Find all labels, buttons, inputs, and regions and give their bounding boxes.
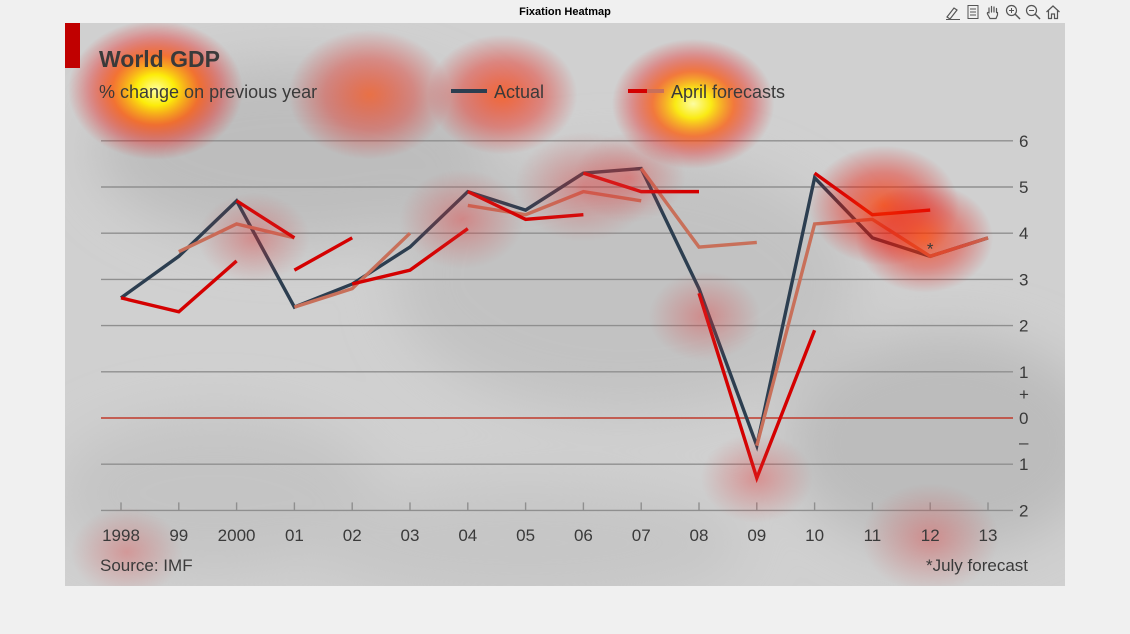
plot-toolbar [944,2,1062,22]
april-forecast-segment [120,259,238,314]
y-tick-label: 1 [1019,363,1028,382]
y-sign-plus: + [1019,385,1029,404]
insert-legend-button[interactable] [964,2,982,22]
fixation-blob [648,271,762,362]
footnote: *July forecast [926,556,1028,575]
x-tick-label: 01 [285,526,304,545]
fixation-blob [399,169,525,270]
y-sign-minus: – [1019,433,1029,452]
fixation-blob [611,38,775,169]
y-tick-label: 1 [1019,455,1028,474]
zoom-in-button[interactable] [1004,2,1022,22]
x-tick-label: 10 [805,526,824,545]
figure-title: Fixation Heatmap [519,6,611,18]
y-tick-label: 6 [1019,132,1028,151]
x-tick-label: 2000 [218,526,256,545]
fixation-blob [855,182,994,293]
source-note: Source: IMF [100,556,193,575]
chart-title: World GDP [99,46,220,72]
pan-button[interactable] [984,2,1002,22]
fixation-heatmap-layer [68,23,999,586]
home-button[interactable] [1044,2,1062,22]
fixation-blob [68,23,244,160]
edit-plot-icon [946,7,960,20]
y-tick-label: 2 [1019,501,1028,520]
x-tick-label: 06 [574,526,593,545]
y-tick-label: 0 [1019,409,1028,428]
fixation-blob [197,192,311,283]
y-tick-label: 4 [1019,224,1028,243]
april-forecast-segment [293,236,354,272]
fixation-blob [70,506,184,586]
fixation-blob [861,483,999,586]
zoom-in-icon [1005,4,1021,20]
july-forecast-star: * [927,239,934,258]
fixation-blob [573,132,686,223]
x-tick-label: 12 [921,526,940,545]
y-tick-label: 3 [1019,270,1028,289]
insert-legend-icon [967,5,979,19]
x-tick-label: 03 [401,526,420,545]
x-tick-label: 05 [516,526,535,545]
x-tick-label: 08 [690,526,709,545]
legend-actual-label: Actual [494,82,544,102]
x-tick-label: 1998 [102,526,140,545]
y-tick-label: 5 [1019,178,1028,197]
x-tick-label: 07 [632,526,651,545]
pan-hand-icon [986,5,999,20]
economist-red-tab [65,23,80,68]
x-tick-label: 02 [343,526,362,545]
edit-plot-button[interactable] [944,2,962,22]
july-forecast-segment [293,231,412,309]
x-tick-label: 13 [979,526,998,545]
x-tick-label: 99 [169,526,188,545]
chart-subtitle: % change on previous year [99,82,317,102]
legend-forecast-label: April forecasts [671,82,785,102]
y-tick-label: 2 [1019,317,1028,336]
heatmap-axes[interactable]: 6 5 4 3 2 1 0 1 2 + –1998 99 2000 01 02 03 04 05 06 07 08 09 1… [65,23,1065,586]
x-tick-label: 11 [864,526,882,545]
fixation-blob [700,433,814,524]
zoom-out-button[interactable] [1024,2,1042,22]
zoom-out-icon [1025,4,1041,20]
fixation-blob [288,29,451,160]
fixation-blob [427,34,578,155]
x-tick-label: 09 [747,526,766,545]
x-tick-label: 04 [458,526,477,545]
home-icon [1046,5,1060,20]
